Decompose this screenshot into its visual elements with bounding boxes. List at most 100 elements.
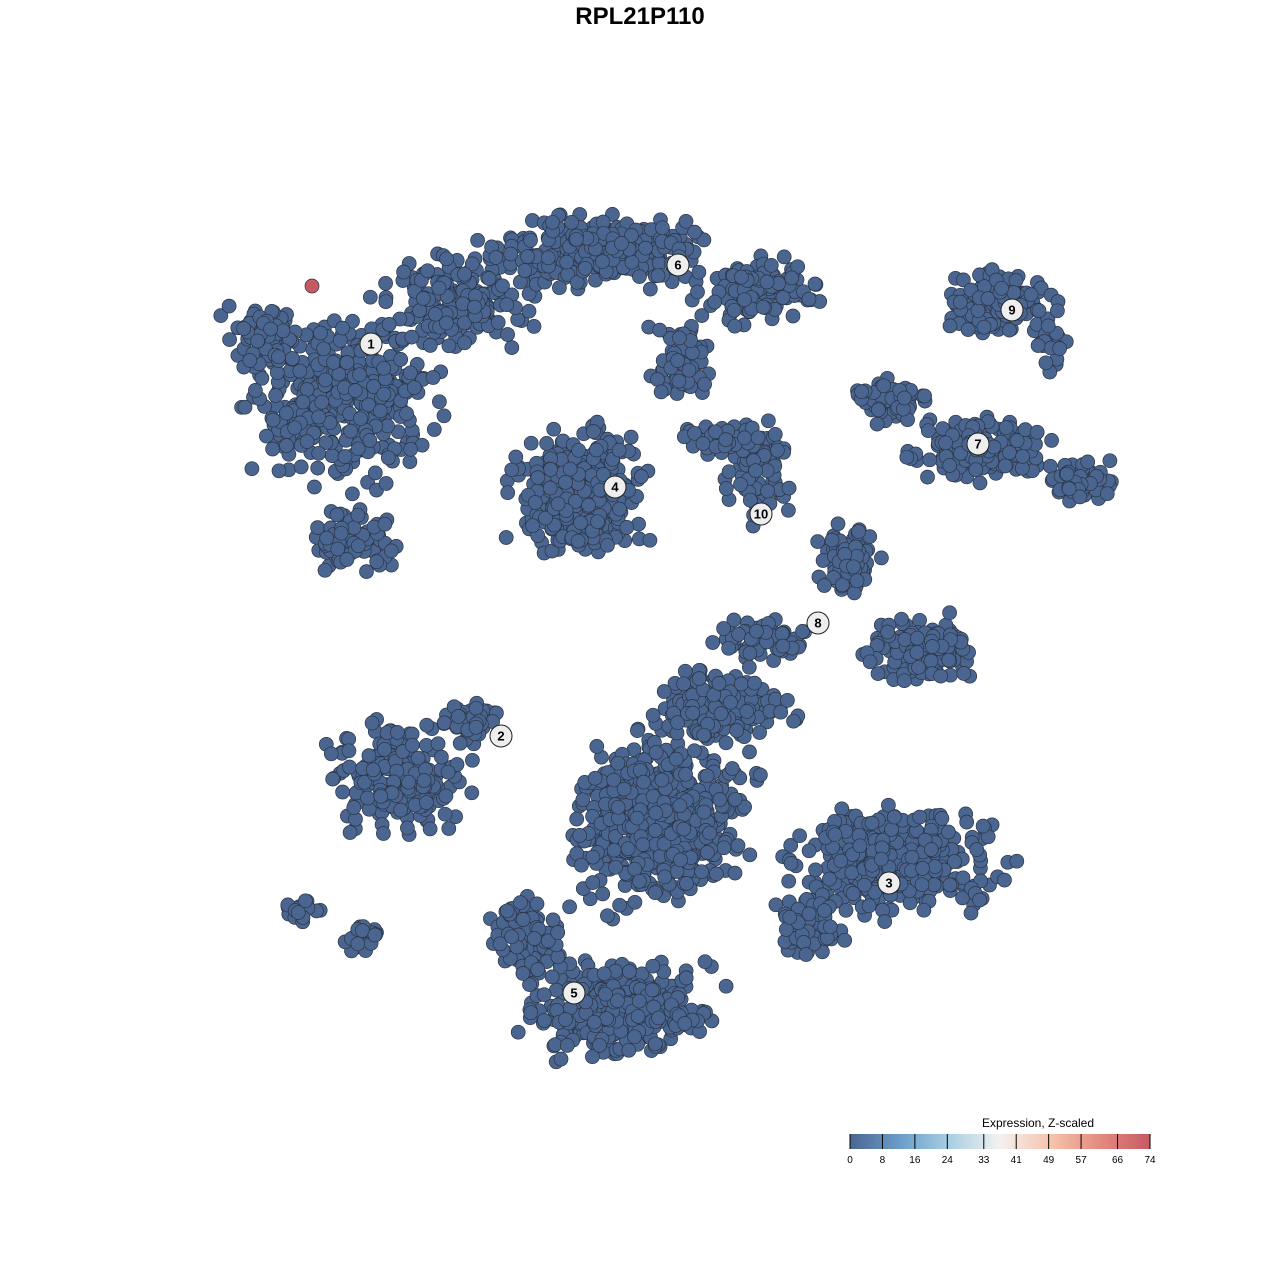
data-point-cluster-5 <box>654 772 670 788</box>
data-point-cluster-8 <box>942 605 957 621</box>
data-point-cluster-8 <box>956 666 972 681</box>
data-point-cluster-3 <box>959 814 975 830</box>
data-point-cluster-10 <box>718 481 734 496</box>
data-point-cluster-1 <box>254 370 270 386</box>
data-point-cluster-1 <box>367 465 383 481</box>
data-point-cluster-2 <box>342 759 357 775</box>
data-point-cluster-5 <box>636 774 651 790</box>
data-point-cluster-2 <box>430 736 446 752</box>
data-point-cluster-7 <box>1015 449 1030 464</box>
data-point-cluster-7 <box>1009 433 1025 449</box>
data-point-cluster-4 <box>500 485 516 501</box>
data-point-cluster-10 <box>781 502 796 518</box>
data-point-cluster-6 <box>552 280 567 296</box>
data-point-cluster-1 <box>378 476 394 491</box>
data-point-cluster-1 <box>275 323 291 339</box>
data-point-cluster-5 <box>716 840 732 856</box>
data-point-cluster-1 <box>361 397 376 413</box>
data-point-cluster-5 <box>657 869 673 885</box>
data-point-cluster-1 <box>330 541 346 557</box>
data-point-cluster-5 <box>574 857 589 873</box>
data-point-cluster-2 <box>400 820 415 836</box>
data-point-cluster-8 <box>810 534 826 549</box>
data-point-cluster-5 <box>645 707 661 723</box>
data-point-cluster-5 <box>773 704 789 720</box>
data-point-cluster-2 <box>437 806 453 822</box>
data-point-cluster-1 <box>436 408 452 424</box>
data-point-cluster-1 <box>268 388 283 403</box>
data-point-cluster-1 <box>287 420 303 436</box>
data-point-cluster-7 <box>917 388 932 404</box>
data-point-cluster-6 <box>520 249 535 264</box>
data-point-cluster-5 <box>677 1016 693 1031</box>
data-point-cluster-5 <box>596 966 612 982</box>
data-point-cluster-5 <box>515 912 531 927</box>
data-point-cluster-5 <box>545 912 561 928</box>
data-point-cluster-8 <box>774 626 790 642</box>
data-point-cluster-1 <box>293 459 309 475</box>
data-point-cluster-10 <box>781 480 797 496</box>
data-point-cluster-6 <box>726 302 742 318</box>
data-point-cluster-5 <box>608 859 623 875</box>
data-point-cluster-7 <box>968 462 984 478</box>
data-point-cluster-6 <box>775 290 791 305</box>
data-point-cluster-1 <box>316 341 331 357</box>
data-point-cluster-1 <box>412 303 427 318</box>
data-point-cluster-1 <box>504 340 520 355</box>
data-point-cluster-5 <box>595 886 611 902</box>
data-point-cluster-8 <box>923 653 939 669</box>
data-point-cluster-6 <box>595 254 610 269</box>
data-point-cluster-5 <box>742 847 758 863</box>
data-point-cluster-1 <box>422 338 438 353</box>
data-point-cluster-6 <box>678 213 694 229</box>
legend-tick-label: 24 <box>942 1155 954 1166</box>
cluster-label-text: 7 <box>974 437 981 452</box>
data-point-cluster-6 <box>655 220 670 236</box>
data-point-cluster-4 <box>571 442 586 458</box>
data-point-cluster-1 <box>439 251 454 267</box>
data-point-cluster-6 <box>697 376 712 392</box>
data-point-cluster-4 <box>586 424 601 439</box>
data-point-cluster-5 <box>647 823 663 838</box>
data-point-cluster-2 <box>367 927 383 943</box>
data-point-cluster-5 <box>679 876 694 891</box>
data-point-cluster-6 <box>481 271 497 286</box>
data-point-cluster-5 <box>515 966 531 981</box>
data-point-cluster-2 <box>350 936 366 952</box>
data-point-cluster-3 <box>934 811 950 826</box>
data-point-cluster-1 <box>279 438 294 453</box>
data-point-cluster-1 <box>495 278 510 294</box>
cluster-label-text: 1 <box>367 337 374 352</box>
data-point-cluster-6 <box>517 263 533 278</box>
data-point-cluster-5 <box>702 825 717 841</box>
data-point-cluster-4 <box>619 520 635 535</box>
cluster-label-7: 7 <box>966 432 990 456</box>
data-point-cluster-7 <box>1002 445 1017 460</box>
data-point-cluster-5 <box>530 962 546 977</box>
data-point-cluster-1 <box>343 423 359 439</box>
data-point-cluster-1 <box>372 403 388 419</box>
data-point-cluster-2 <box>419 717 435 733</box>
data-point-cluster-3 <box>942 877 958 893</box>
data-point-cluster-10 <box>770 442 785 458</box>
data-point-cluster-1 <box>499 297 515 313</box>
data-point-cluster-8 <box>705 635 721 650</box>
data-point-cluster-3 <box>861 898 877 914</box>
data-point-cluster-2 <box>438 788 454 804</box>
legend-tick-label: 66 <box>1112 1155 1124 1166</box>
data-point-cluster-4 <box>539 436 554 451</box>
data-point-cluster-10 <box>750 430 766 446</box>
data-point-cluster-10 <box>760 483 775 499</box>
data-point-cluster-5 <box>510 1024 526 1040</box>
data-point-cluster-1 <box>378 275 393 291</box>
cluster-label-8: 8 <box>806 611 830 635</box>
data-point-cluster-5 <box>630 723 645 738</box>
data-point-cluster-1 <box>490 315 506 330</box>
data-point-cluster-1 <box>311 409 327 425</box>
data-point-cluster-8 <box>749 623 764 639</box>
data-point-cluster-10 <box>733 477 748 492</box>
data-point-cluster-3 <box>844 865 860 881</box>
data-point-cluster-1 <box>380 450 396 466</box>
data-point-cluster-1 <box>381 317 397 332</box>
data-point-cluster-1 <box>427 306 443 322</box>
